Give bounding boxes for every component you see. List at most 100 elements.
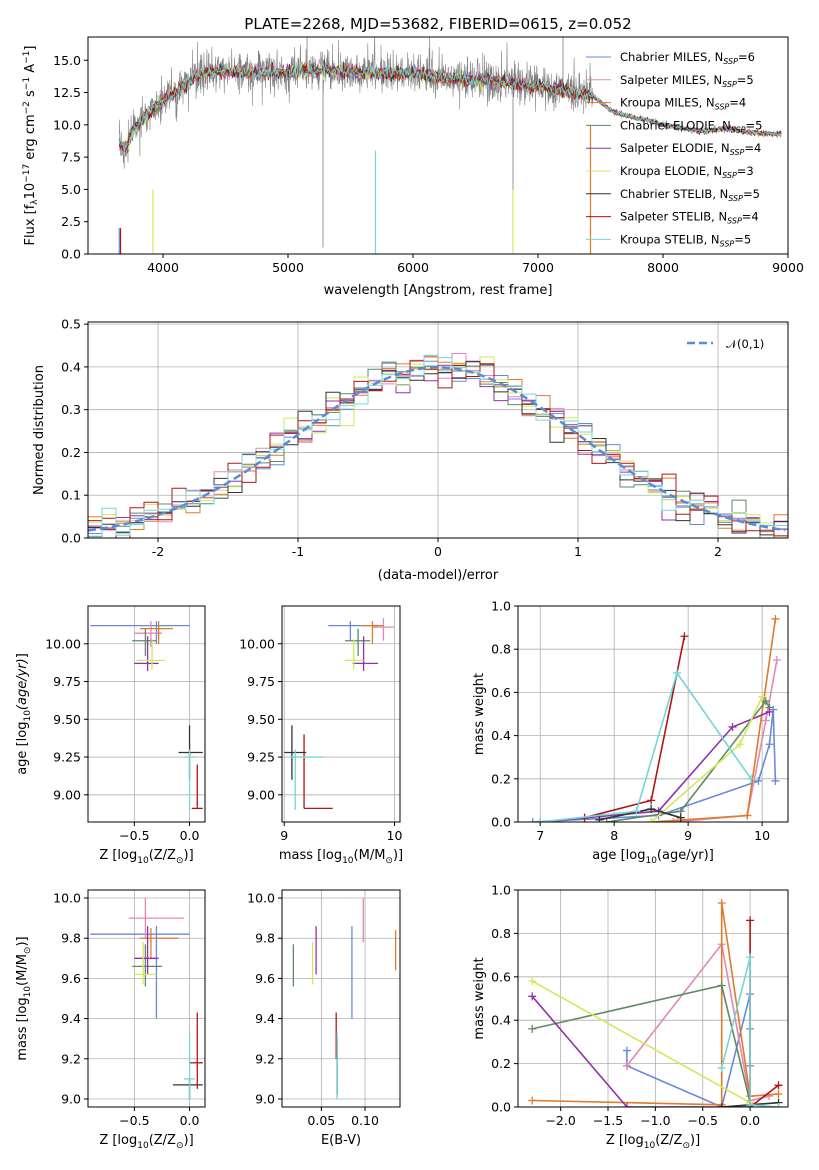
y-tick-label: 9.2 [255,1051,275,1066]
weight-marker [771,614,780,623]
weight-line-7 [749,920,779,1107]
x-tick-label: 7000 [522,260,554,275]
y-tick-label: 9.0 [61,1091,81,1106]
weight-marker [758,692,767,701]
x-tick-label: 9 [280,828,288,843]
y-tick-label: 10.00 [45,636,81,651]
y-tick-label: 0.0 [491,1100,511,1115]
axes-frame [517,889,789,1108]
weight-marker [743,811,752,820]
y-axis-label: Flux [fλ10−17 erg cm−2 s−1 A−1] [22,46,40,246]
plot-area-spectrum [118,37,782,254]
panel-mass-vs-EBV: 0.05 0.10 9.0 9.2 9.4 9.6 9.8 10.0 E(B-V) [247,889,401,1148]
axes-frame [87,36,789,255]
weight-marker [717,1063,726,1072]
panel-age-vs-Z: −0.5 0.0 9.00 9.25 9.50 9.75 10.00 Z [log10(Z/Z… [15,605,206,866]
y-tick-label: 9.6 [255,971,275,986]
legend-label: Chabrier MILES, NSSP=6 [620,50,755,66]
weight-marker [632,807,641,816]
errorbar-point-4 [134,636,159,671]
weight-marker [676,813,685,822]
axes-frame [87,889,206,1108]
x-tick-label: 9000 [772,260,804,275]
errorbar-point-2 [139,928,179,959]
x-tick-label: 1 [574,544,582,559]
x-tick-label: 0.05 [307,1113,335,1128]
y-tick-label: 0.6 [491,685,511,700]
weight-marker [774,1103,783,1107]
y-tick-label: 5.0 [61,182,81,197]
y-tick-label: 0.4 [491,1013,511,1028]
y-tick-label: 9.25 [53,750,81,765]
weight-marker [735,740,744,749]
weight-marker [746,953,755,962]
weight-marker [673,668,682,677]
weight-marker [717,1103,726,1107]
weight-marker [765,740,774,749]
plot-area-age-vs-Z [88,606,205,822]
errorbar-point-5 [344,639,364,670]
y-tick-label: 10.0 [247,891,275,906]
errorbar-point-4 [134,926,159,975]
errorbar-point-7 [303,734,333,810]
y-tick-label: 1.0 [491,599,511,614]
x-axis-label: Z [log10(Z/Z⊙)] [99,1133,193,1151]
weight-line-0 [626,994,751,1107]
weight-marker [528,992,537,1001]
errorbar-point-8 [184,1032,196,1099]
weight-marker [746,1100,755,1107]
weight-line-5 [531,980,751,1104]
x-tick-label: 4000 [147,260,179,275]
x-tick-label: 0.0 [740,1113,760,1128]
y-tick-label: 9.00 [247,787,275,802]
model-line-8 [118,61,782,153]
y-tick-label: 10.0 [53,117,81,132]
x-tick-label: -1 [292,544,304,559]
axes-frame [281,889,401,1108]
histogram-2 [88,356,788,538]
plot-area-age-vs-mass [282,606,400,822]
errorbar-point-7 [191,764,203,810]
weight-marker [647,818,656,822]
weight-line-3 [606,699,771,822]
weight-marker [772,656,781,664]
errorbar-point-7 [189,1012,203,1089]
y-tick-label: 9.8 [255,931,275,946]
y-tick-label: 9.25 [247,750,275,765]
legend-label: Kroupa ELODIE, NSSP=3 [620,164,754,180]
y-tick-label: 10.0 [53,891,81,906]
axes-frame [281,605,401,823]
errorbar-point-0 [90,621,190,644]
y-tick-label: 9.75 [247,674,275,689]
x-tick-label: −0.5 [119,828,149,843]
weight-line-7 [584,636,686,819]
spectrum-data-line [119,37,594,169]
errorbar-point-5 [136,639,166,670]
weight-marker [747,774,756,783]
weight-marker [622,1046,631,1055]
x-tick-label: 10 [387,828,403,843]
legend: Chabrier MILES, NSSP=6 Salpeter MILES, NS… [586,50,762,248]
x-tick-label: 8 [610,828,618,843]
y-tick-label: 15.0 [53,53,81,68]
errorbar-point-3 [344,628,371,656]
y-tick-label: 9.4 [255,1011,275,1026]
weight-line-4 [531,995,751,1107]
y-tick-label: 9.50 [53,712,81,727]
x-tick-label: -2 [152,544,164,559]
legend-label: Kroupa MILES, NSSP=4 [620,96,746,112]
histogram-7 [88,360,788,538]
y-tick-label: 1.0 [491,883,511,898]
weight-line-8 [720,957,779,1107]
y-axis-label: age [log10(age/yr)] [15,653,33,775]
x-tick-label: 0.10 [351,1113,379,1128]
y-axis-label: Normed distribution [32,365,47,495]
weight-line-1 [626,942,770,1102]
errorbar-point-0 [328,621,378,641]
weight-marker [761,697,770,706]
x-tick-label: 7 [536,828,544,843]
x-tick-label: −1.5 [593,1113,623,1128]
axes-frame [87,605,206,823]
errorbar-point-1 [128,898,185,939]
x-axis-label: Z [log10(Z/Z⊙)] [606,1133,700,1151]
